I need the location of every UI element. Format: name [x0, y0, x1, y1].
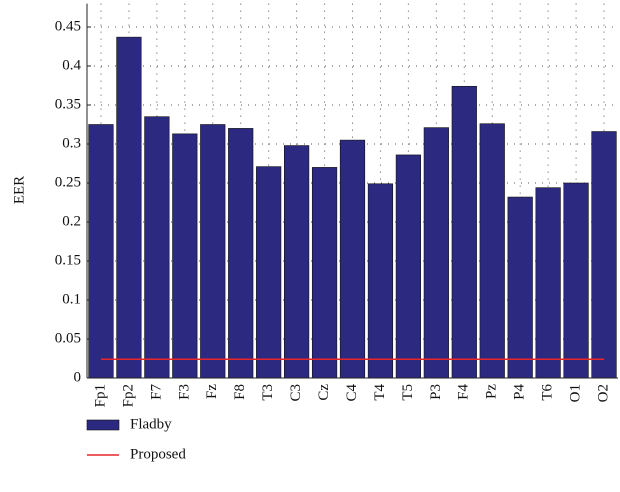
- x-tick-label: Cz: [316, 384, 332, 401]
- legend-label: Proposed: [130, 446, 186, 462]
- x-tick-label: C4: [344, 384, 360, 402]
- bar: [395, 154, 421, 379]
- x-tick-label: T5: [400, 384, 416, 401]
- x-tick-label: F8: [232, 384, 248, 400]
- x-tick-label: F3: [176, 384, 192, 400]
- bar: [256, 166, 282, 379]
- x-tick-label: Fp2: [120, 384, 136, 407]
- x-tick-label: Fz: [204, 384, 220, 399]
- x-tick-label: F7: [148, 384, 164, 400]
- x-tick-label: F4: [456, 384, 472, 400]
- bar: [144, 116, 170, 379]
- x-tick-label: P4: [512, 384, 528, 400]
- bar: [172, 133, 198, 379]
- bar: [116, 36, 142, 379]
- legend-swatch: [86, 419, 120, 431]
- bar: [535, 187, 561, 379]
- x-tick-label: O2: [595, 384, 611, 402]
- y-tick-label: 0.45: [55, 18, 81, 34]
- bar: [88, 124, 114, 379]
- y-axis-label: EER: [11, 176, 27, 204]
- y-tick-label: 0: [74, 369, 82, 385]
- x-tick-label: C3: [288, 384, 304, 402]
- y-tick-label: 0.4: [62, 57, 81, 73]
- x-tick-label: P3: [428, 384, 444, 400]
- x-tick-label: T3: [260, 384, 276, 401]
- y-tick-label: 0.1: [62, 291, 81, 307]
- bar: [563, 182, 589, 379]
- bar: [591, 131, 617, 379]
- bar: [228, 128, 254, 379]
- legend-label: Fladby: [130, 416, 172, 432]
- bar: [367, 183, 394, 379]
- x-tick-label: O1: [568, 384, 584, 402]
- y-tick-label: 0.35: [55, 96, 81, 112]
- y-tick-label: 0.15: [55, 252, 81, 268]
- bar: [311, 167, 338, 379]
- x-tick-label: T4: [372, 384, 388, 401]
- bar: [479, 123, 505, 379]
- x-tick-label: Pz: [484, 384, 500, 399]
- bar: [423, 127, 449, 379]
- bar: [507, 196, 533, 379]
- y-tick-label: 0.05: [55, 330, 81, 346]
- x-tick-label: T6: [540, 384, 556, 401]
- bar: [451, 85, 477, 379]
- y-tick-label: 0.3: [62, 135, 81, 151]
- bar: [284, 145, 310, 379]
- x-tick-label: Fp1: [92, 384, 108, 407]
- y-tick-label: 0.2: [62, 213, 81, 229]
- bar: [339, 139, 366, 379]
- y-tick-label: 0.25: [55, 174, 81, 190]
- bar: [200, 124, 226, 379]
